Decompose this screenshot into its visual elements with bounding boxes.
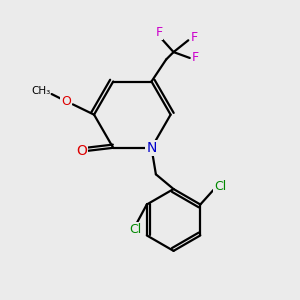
- Text: F: F: [155, 26, 162, 39]
- Text: CH₃: CH₃: [31, 85, 50, 95]
- Text: F: F: [192, 52, 199, 64]
- Text: O: O: [61, 95, 71, 108]
- Text: O: O: [76, 144, 87, 158]
- Text: N: N: [146, 141, 157, 155]
- Text: F: F: [190, 31, 198, 44]
- Text: Cl: Cl: [129, 223, 141, 236]
- Text: Cl: Cl: [214, 180, 226, 193]
